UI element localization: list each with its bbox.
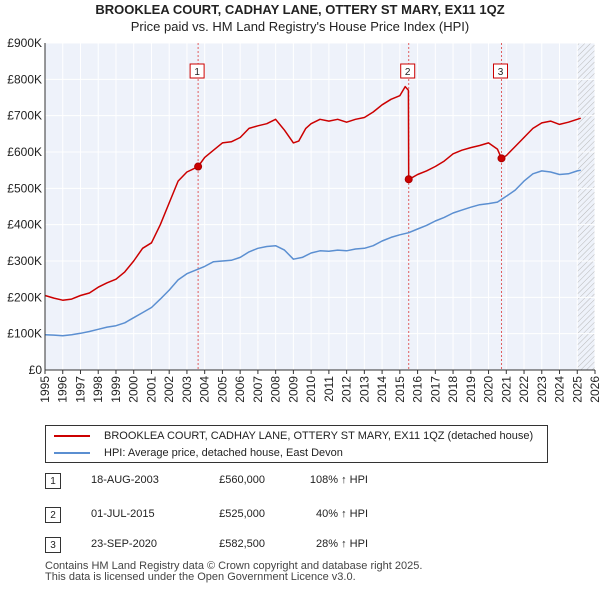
sale-label-box [400,63,416,79]
transaction-number: 1 [45,473,61,489]
footer-line-copyright: Contains HM Land Registry data © Crown c… [45,560,423,572]
transaction-row: 3 23-SEP-2020 £582,500 28% ↑ HPI [45,536,555,556]
transaction-row: 1 18-AUG-2003 £560,000 108% ↑ HPI [45,472,555,492]
transaction-hpi-change: 108% ↑ HPI [309,474,368,486]
x-tick-label: 2003 [180,376,194,403]
y-tick-label: £200K [7,290,42,304]
transaction-number: 3 [45,537,61,553]
x-tick-label: 2004 [198,376,212,403]
x-tick-label: 2021 [499,376,513,403]
transaction-number: 2 [45,507,61,523]
sale-label-box [493,63,508,79]
x-tick-label: 2001 [144,376,158,403]
y-tick-label: £0 [29,363,43,377]
x-tick-label: 2017 [428,376,442,403]
x-tick-label: 2008 [269,376,283,403]
sale-label-text: 1 [194,67,200,78]
transaction-price: £525,000 [219,508,265,520]
transaction-date: 23-SEP-2020 [91,538,158,550]
legend-swatch-property [54,435,90,438]
footer-attribution: Contains HM Land Registry data © Crown c… [45,561,422,583]
x-tick-label: 2005 [215,376,229,403]
property-price-line [44,85,582,301]
y-tick-label: £600K [7,145,42,159]
sale-point [497,154,506,163]
forecast-hatch-region [577,43,595,370]
x-tick-label: 2026 [588,376,600,403]
x-tick-label: 2016 [411,376,425,403]
footer-line-licence: This data is licensed under the Open Gov… [45,571,356,583]
sale-label-text: 3 [498,67,504,78]
transaction-row: 2 01-JUL-2015 £525,000 40% ↑ HPI [45,506,555,526]
x-tick-label: 2010 [304,376,318,403]
y-tick-label: £900K [7,36,42,50]
sale-label-text: 2 [405,67,411,78]
transaction-price: £582,500 [219,538,265,550]
sale-label-box [189,63,205,79]
transaction-hpi-change: 40% ↑ HPI [316,508,368,520]
x-tick-label: 2014 [375,376,389,403]
sale-point [404,175,413,184]
x-tick-label: 2012 [340,376,354,403]
y-tick-label: £500K [7,181,42,195]
x-tick-label: 2019 [464,376,478,403]
x-tick-label: 1995 [38,376,52,403]
legend-item-property: BROOKLEA COURT, CADHAY LANE, OTTERY ST M… [54,428,533,444]
x-tick-label: 1996 [56,376,70,403]
x-tick-label: 2009 [286,376,300,403]
transaction-date: 01-JUL-2015 [91,508,155,520]
x-tick-label: 2015 [393,376,407,403]
chart-title: BROOKLEA COURT, CADHAY LANE, OTTERY ST M… [95,2,505,17]
sale-point [194,162,203,171]
x-tick-label: 1997 [73,376,87,403]
chart-legend: BROOKLEA COURT, CADHAY LANE, OTTERY ST M… [45,425,548,463]
hpi-line [44,169,581,337]
x-tick-label: 2006 [233,376,247,403]
y-tick-label: £700K [7,109,42,123]
x-tick-label: 2020 [482,376,496,403]
x-tick-label: 2023 [535,376,549,403]
transaction-hpi-change: 28% ↑ HPI [316,538,368,550]
x-tick-label: 2000 [127,376,141,403]
x-tick-label: 2013 [357,376,371,403]
x-tick-label: 2025 [570,376,584,403]
x-tick-label: 1998 [91,376,105,403]
price-chart: £0 £100K £200K £300K £400K £500K £600K £700K £80… [7,36,600,403]
y-tick-label: £300K [7,254,42,268]
legend-label-property: BROOKLEA COURT, CADHAY LANE, OTTERY ST M… [104,430,534,442]
transaction-date: 18-AUG-2003 [91,474,159,486]
y-tick-label: £800K [7,72,42,86]
y-tick-label: £400K [7,218,42,232]
x-tick-label: 2011 [322,376,336,402]
x-tick-label: 2024 [553,376,567,403]
transaction-price: £560,000 [219,474,265,486]
chart-subtitle: Price paid vs. HM Land Registry's House … [130,19,470,34]
x-tick-label: 1999 [109,376,123,403]
y-tick-label: £100K [7,327,42,341]
legend-item-hpi: HPI: Average price, detached house, East… [54,445,343,461]
x-tick-label: 2022 [517,376,531,403]
legend-label-hpi: HPI: Average price, detached house, East… [104,447,343,459]
x-tick-label: 2018 [446,376,460,403]
legend-swatch-hpi [54,452,90,455]
x-tick-label: 2007 [251,376,265,403]
x-tick-label: 2002 [162,376,176,403]
